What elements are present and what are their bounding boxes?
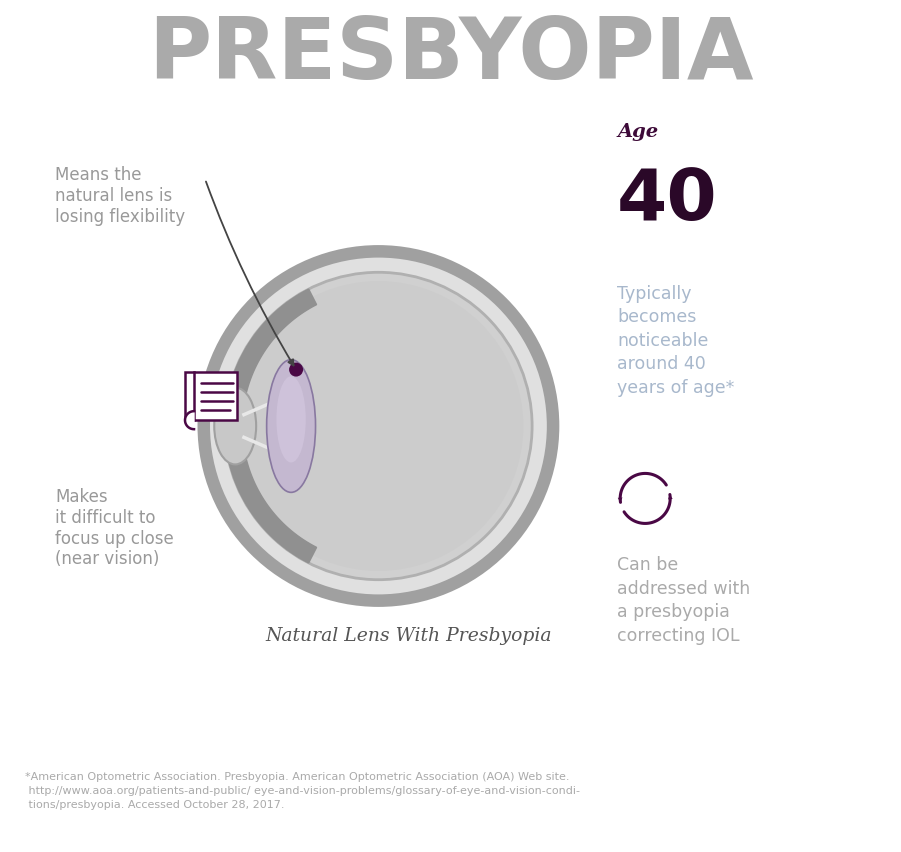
Text: Makes
it difficult to
focus up close
(near vision): Makes it difficult to focus up close (ne… — [55, 488, 174, 568]
Ellipse shape — [277, 377, 305, 463]
Text: 40: 40 — [617, 166, 718, 234]
Ellipse shape — [267, 360, 315, 492]
Text: PRESBYOPIA: PRESBYOPIA — [148, 14, 753, 97]
Text: Natural Lens With Presbyopia: Natural Lens With Presbyopia — [265, 627, 551, 645]
Text: Typically
becomes
noticeable
around 40
years of age*: Typically becomes noticeable around 40 y… — [617, 285, 734, 397]
Text: Age: Age — [617, 123, 659, 141]
Circle shape — [224, 273, 532, 579]
Text: Can be
addressed with
a presbyopia
correcting IOL: Can be addressed with a presbyopia corre… — [617, 556, 751, 645]
Circle shape — [289, 363, 303, 377]
Text: *American Optometric Association. Presbyopia. American Optometric Association (A: *American Optometric Association. Presby… — [25, 772, 580, 809]
FancyBboxPatch shape — [185, 372, 237, 420]
Ellipse shape — [214, 388, 256, 464]
Text: Means the
natural lens is
losing flexibility: Means the natural lens is losing flexibi… — [55, 166, 185, 226]
Circle shape — [233, 281, 523, 571]
Polygon shape — [185, 412, 194, 429]
Circle shape — [204, 251, 553, 601]
Polygon shape — [224, 289, 316, 563]
